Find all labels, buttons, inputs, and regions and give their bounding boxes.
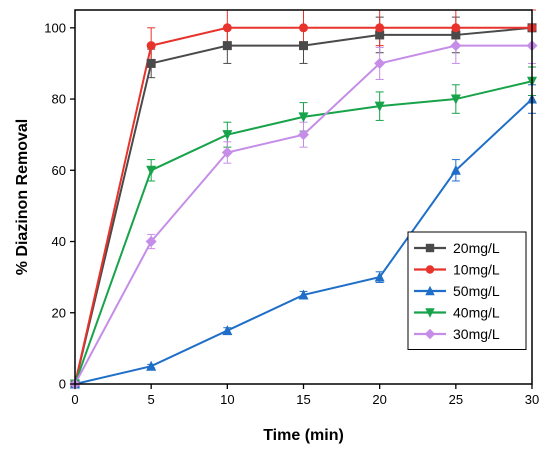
legend-marker xyxy=(425,285,435,296)
x-tick-label: 0 xyxy=(71,392,78,407)
legend-label: 40mg/L xyxy=(453,305,500,321)
ticks-layer: 0 5 10 15 20 25 30 0 20 40 60 80 100 xyxy=(44,20,539,407)
data-point-30mgl xyxy=(298,129,309,141)
legend-item-30mgl: 30mg/L xyxy=(414,326,500,342)
data-point-20mgl xyxy=(146,58,156,68)
y-tick-label: 100 xyxy=(44,20,66,35)
y-tick-label: 60 xyxy=(52,163,66,178)
data-point-30mgl xyxy=(145,236,157,248)
x-tick-label: 15 xyxy=(296,392,310,407)
data-point-10mgl xyxy=(375,23,385,33)
legend-marker xyxy=(425,308,435,318)
data-point-50mgl xyxy=(222,325,233,336)
data-point-10mgl xyxy=(222,23,232,33)
legend: 20mg/L 10mg/L 50mg/L 40mg/L 30mg/L xyxy=(407,231,527,350)
legend-label: 20mg/L xyxy=(453,240,500,256)
data-point-40mgl xyxy=(298,112,309,123)
x-tick-label: 30 xyxy=(525,392,539,407)
legend-label: 10mg/L xyxy=(453,262,500,278)
legend-label: 50mg/L xyxy=(453,283,500,299)
y-tick-label: 80 xyxy=(52,92,66,107)
data-point-50mgl xyxy=(146,360,157,371)
data-point-30mgl xyxy=(450,40,462,52)
data-point-20mgl xyxy=(299,41,308,51)
data-point-50mgl xyxy=(374,271,385,282)
data-point-40mgl xyxy=(450,94,461,105)
legend-marker xyxy=(425,265,435,274)
x-tick-label: 25 xyxy=(449,392,463,407)
legend-item-20mgl: 20mg/L xyxy=(414,240,500,256)
data-point-20mgl xyxy=(451,30,461,40)
data-point-10mgl xyxy=(451,23,461,33)
legend-marker xyxy=(425,243,435,253)
data-point-30mgl xyxy=(221,146,233,158)
legend-item-10mgl: 10mg/L xyxy=(414,262,500,278)
data-point-30mgl xyxy=(374,57,386,69)
y-tick-label: 0 xyxy=(59,377,66,392)
legend-item-40mgl: 40mg/L xyxy=(414,305,500,321)
data-point-10mgl xyxy=(299,23,308,33)
y-axis-title: % Diazinon Removal xyxy=(14,119,31,275)
legend-label: 30mg/L xyxy=(453,326,500,342)
data-point-50mgl xyxy=(450,164,461,175)
y-tick-label: 20 xyxy=(52,305,66,320)
x-tick-label: 5 xyxy=(148,392,155,407)
y-tick-label: 40 xyxy=(52,234,66,249)
data-point-10mgl xyxy=(146,41,156,51)
legend-marker xyxy=(424,328,436,340)
legend-item-50mgl: 50mg/L xyxy=(414,283,500,299)
data-point-50mgl xyxy=(298,289,309,300)
data-point-40mgl xyxy=(222,130,233,141)
data-point-20mgl xyxy=(222,41,232,51)
x-tick-label: 10 xyxy=(220,392,234,407)
data-point-40mgl xyxy=(374,101,385,112)
x-axis-title: Time (min) xyxy=(263,427,344,444)
data-point-20mgl xyxy=(375,30,385,40)
x-tick-label: 20 xyxy=(372,392,386,407)
data-point-40mgl xyxy=(146,165,157,176)
